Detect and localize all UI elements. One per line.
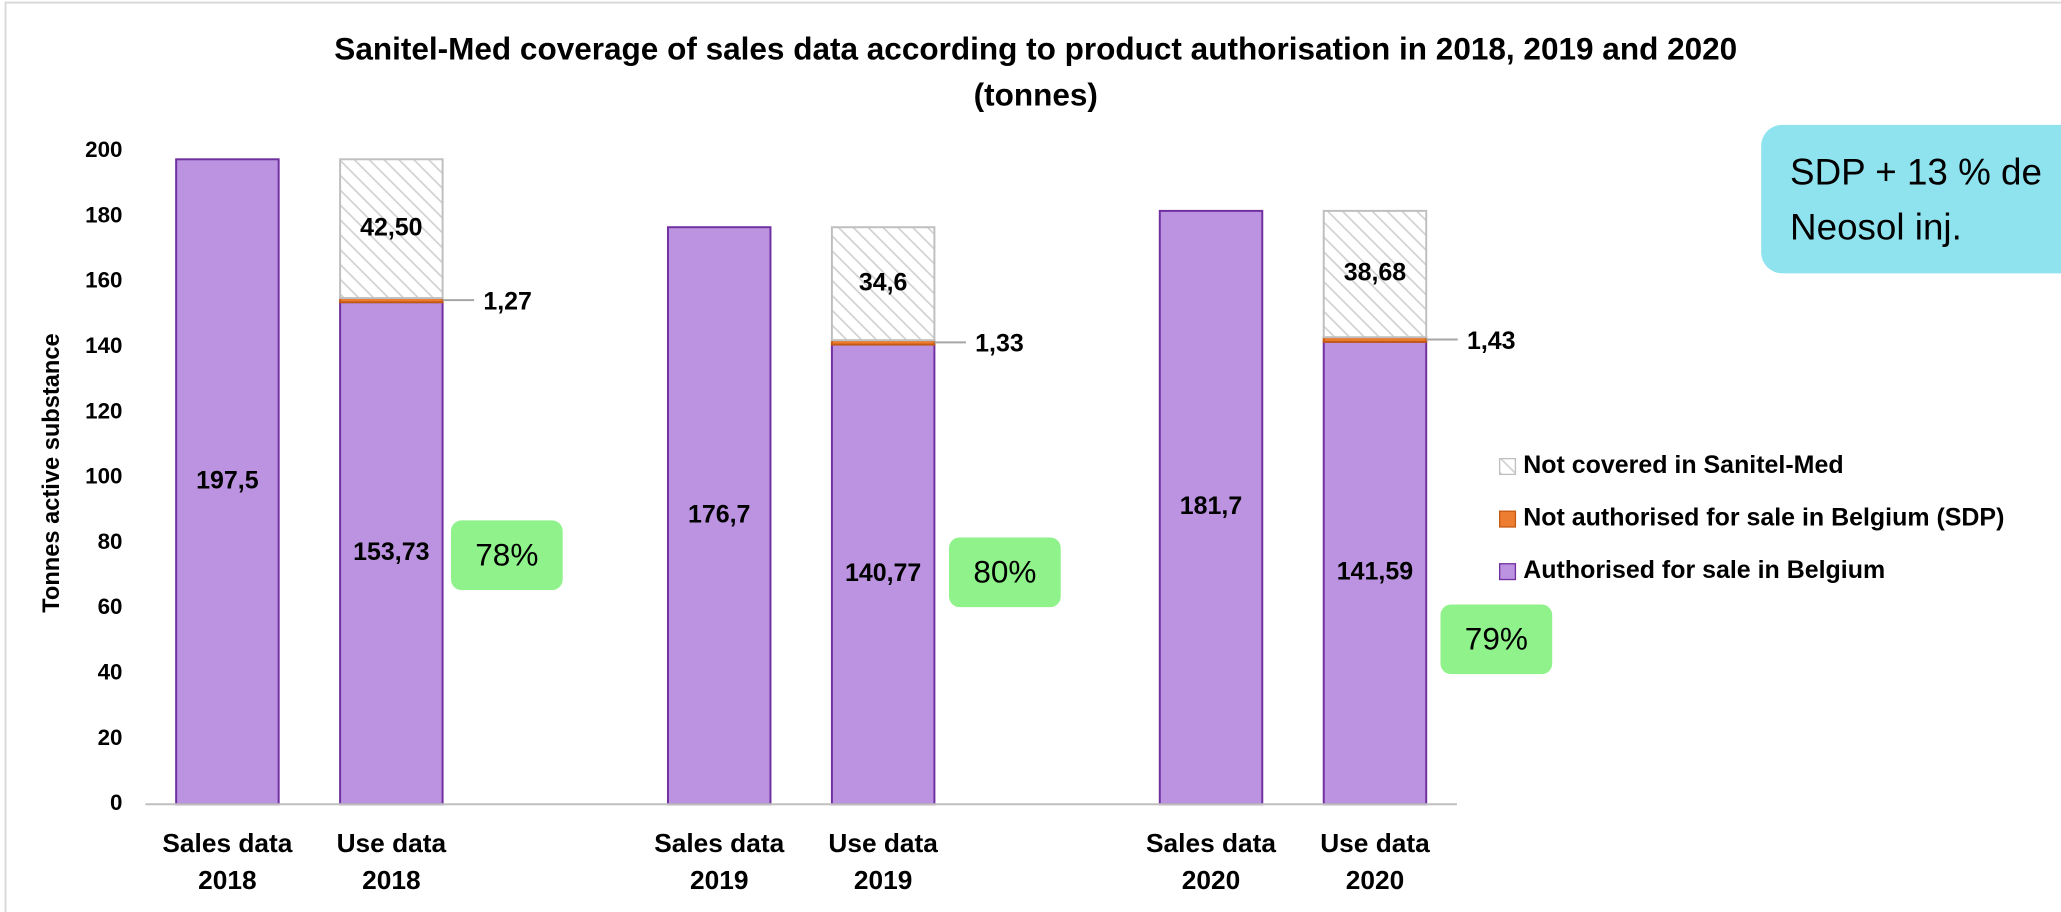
- y-tick-label: 100: [85, 464, 122, 489]
- y-axis-label: Tonnes active substance: [39, 333, 65, 612]
- bar-segment: [1322, 340, 1428, 806]
- annotation-box: [949, 537, 1061, 608]
- y-tick-label: 160: [85, 268, 122, 293]
- y-tick-label: 0: [110, 790, 122, 815]
- data-label: 181,7: [1180, 492, 1242, 520]
- legend-swatch: [1498, 457, 1517, 476]
- legend-label: Authorised for sale in Belgium: [1523, 556, 1885, 584]
- x-tick-label: Use data 2020: [1320, 828, 1430, 895]
- annotation-box: [450, 520, 563, 591]
- y-tick-label: 40: [98, 660, 123, 685]
- x-tick-label: Sales data 2018: [162, 828, 292, 895]
- x-tick-label: Sales data 2020: [1146, 828, 1276, 895]
- annotation-text: 78%: [475, 537, 538, 573]
- data-label: 141,59: [1337, 558, 1413, 586]
- y-tick-label: 140: [85, 333, 122, 358]
- y-tick-label: 80: [98, 529, 123, 554]
- note-box: [1761, 124, 2061, 274]
- legend-swatch: [1498, 510, 1517, 528]
- y-tick-label: 60: [98, 594, 123, 619]
- data-label: 1,43: [1467, 327, 1516, 355]
- data-label: 1,33: [975, 330, 1024, 358]
- bar-segment: [830, 226, 936, 342]
- bar-segment: [1322, 209, 1428, 339]
- bar-segment: [339, 301, 444, 806]
- x-tick-label: Use data 2018: [337, 828, 447, 895]
- note-text: SDP + 13 % de: [1790, 151, 2042, 192]
- data-label: 38,68: [1344, 259, 1407, 287]
- annotation-box: [1440, 604, 1553, 675]
- bar-segment: [339, 158, 444, 300]
- data-label: 42,50: [360, 213, 422, 241]
- chart-title: Sanitel-Med coverage of sales data accor…: [334, 31, 1737, 67]
- y-tick-label: 200: [85, 137, 122, 162]
- y-tick-label: 120: [85, 398, 122, 423]
- bar-segment: [1158, 209, 1264, 806]
- y-tick-label: 180: [85, 202, 122, 227]
- legend-label: Not covered in Sanitel-Med: [1523, 451, 1843, 479]
- data-label: 176,7: [688, 500, 750, 528]
- data-label: 140,77: [845, 559, 921, 587]
- note-text: Neosol inj.: [1790, 207, 1962, 248]
- annotation-text: 79%: [1465, 621, 1528, 657]
- data-label: 1,27: [483, 287, 532, 315]
- annotation-text: 80%: [973, 554, 1036, 590]
- legend-label: Not authorised for sale in Belgium (SDP): [1523, 504, 2004, 532]
- x-tick-label: Sales data 2019: [654, 828, 784, 895]
- data-label: 34,6: [859, 268, 908, 296]
- bar-segment: [830, 343, 936, 806]
- x-tick-label: Use data 2019: [828, 828, 938, 895]
- data-label: 153,73: [353, 538, 429, 566]
- y-tick-label: 20: [98, 725, 123, 750]
- bar-segment: [666, 226, 772, 806]
- data-label: 197,5: [196, 466, 259, 494]
- legend-swatch: [1498, 563, 1517, 581]
- chart-subtitle: (tonnes): [974, 77, 1098, 113]
